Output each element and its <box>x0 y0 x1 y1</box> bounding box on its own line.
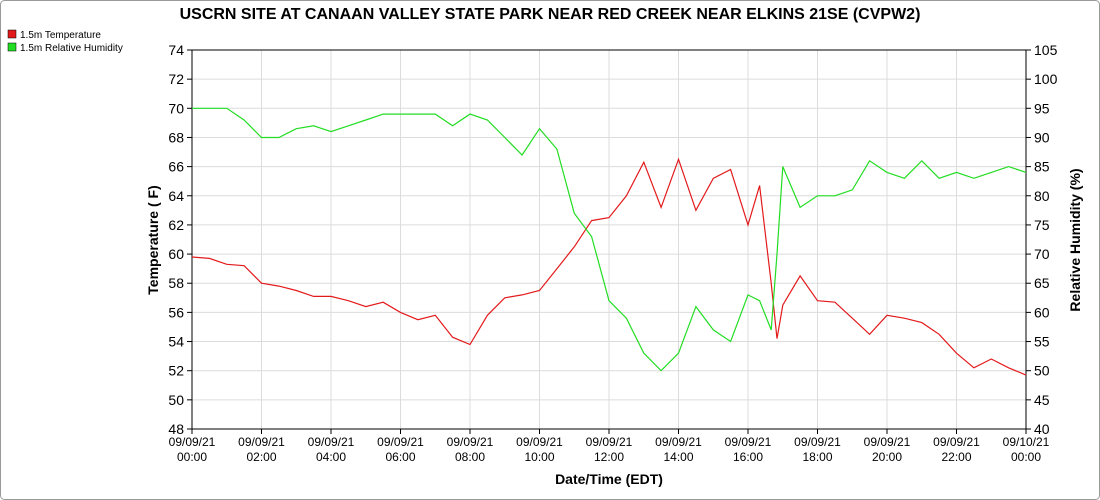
y2-tick-label: 90 <box>1034 129 1050 145</box>
y-tick-label: 70 <box>168 100 184 116</box>
x-tick-label: 09/09/21 04:00 <box>308 435 355 464</box>
y2-tick-label: 80 <box>1034 188 1050 204</box>
y2-tick-label: 100 <box>1034 71 1058 87</box>
x-tick-label: 09/09/21 00:00 <box>169 435 216 464</box>
chart-title: USCRN SITE AT CANAAN VALLEY STATE PARK N… <box>180 6 921 23</box>
y2-tick-label: 85 <box>1034 159 1050 175</box>
x-tick-label: 09/09/21 06:00 <box>377 435 424 464</box>
x-tick-label: 09/09/21 16:00 <box>725 435 772 464</box>
y-tick-label: 48 <box>168 421 184 437</box>
x-tick-label: 09/09/21 14:00 <box>655 435 702 464</box>
y2-tick-label: 95 <box>1034 100 1050 116</box>
x-axis-label: Date/Time (EDT) <box>555 471 663 487</box>
x-tick-label: 09/09/21 18:00 <box>794 435 841 464</box>
y2-axis-label: Relative Humidity (%) <box>1067 168 1083 311</box>
y2-tick-label: 65 <box>1034 275 1050 291</box>
y-tick-label: 54 <box>168 334 184 350</box>
y-tick-label: 60 <box>168 246 184 262</box>
y-tick-label: 58 <box>168 275 184 291</box>
y-tick-label: 52 <box>168 363 184 379</box>
data-line <box>191 157 1027 376</box>
legend-swatch <box>7 29 17 39</box>
y2-tick-label: 40 <box>1034 421 1050 437</box>
x-tick-label: 09/09/21 22:00 <box>933 435 980 464</box>
y-tick-label: 64 <box>168 188 184 204</box>
y2-tick-label: 60 <box>1034 304 1050 320</box>
y-tick-label: 66 <box>168 159 184 175</box>
y-tick-label: 62 <box>168 217 184 233</box>
x-tick-label: 09/09/21 20:00 <box>864 435 911 464</box>
y2-tick-label: 55 <box>1034 334 1050 350</box>
y2-tick-label: 105 <box>1034 42 1058 58</box>
legend-label: 1.5m Temperature <box>20 30 101 41</box>
x-tick-label: 09/09/21 02:00 <box>238 435 285 464</box>
legend-label: 1.5m Relative Humidity <box>20 43 123 54</box>
y-axis-label: Temperature ( F) <box>145 185 161 294</box>
y2-tick-label: 45 <box>1034 392 1050 408</box>
y2-tick-label: 50 <box>1034 363 1050 379</box>
y2-tick-label: 75 <box>1034 217 1050 233</box>
y-tick-label: 74 <box>168 42 184 58</box>
y-tick-label: 68 <box>168 129 184 145</box>
y2-tick-label: 70 <box>1034 246 1050 262</box>
data-line <box>192 107 1027 372</box>
x-tick-label: 09/09/21 08:00 <box>447 435 494 464</box>
y-tick-label: 72 <box>168 71 184 87</box>
x-tick-label: 09/09/21 12:00 <box>586 435 633 464</box>
legend-swatch <box>7 42 17 52</box>
plot-area <box>191 49 1027 430</box>
x-tick-label: 09/10/21 00:00 <box>1003 435 1050 464</box>
y-tick-label: 50 <box>168 392 184 408</box>
y-tick-label: 56 <box>168 304 184 320</box>
x-tick-label: 09/09/21 10:00 <box>516 435 563 464</box>
